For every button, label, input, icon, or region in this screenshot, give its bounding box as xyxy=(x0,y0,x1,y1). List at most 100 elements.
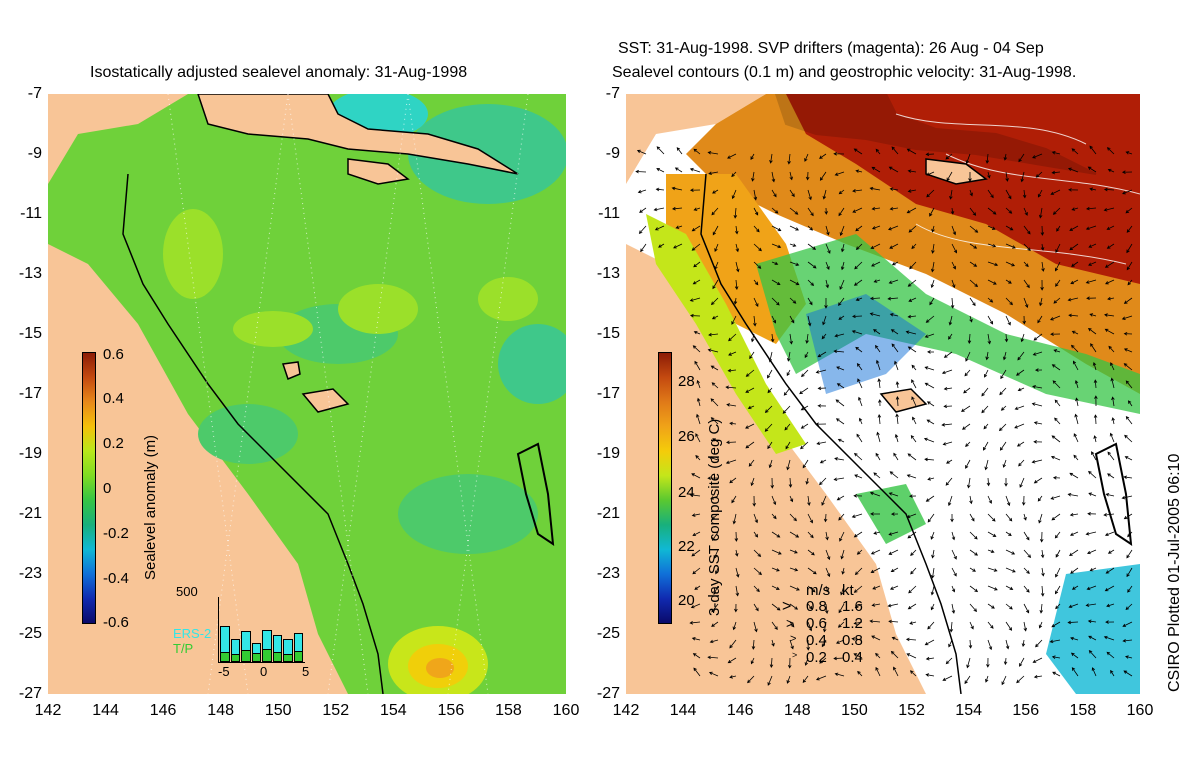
velocity-arrow xyxy=(909,670,917,677)
velocity-arrow xyxy=(983,423,989,430)
velocity-arrow xyxy=(839,279,845,290)
velocity-arrow xyxy=(969,189,973,197)
velocity-arrow xyxy=(1023,531,1030,541)
velocity-arrow xyxy=(1105,493,1115,497)
velocity-arrow xyxy=(887,296,899,301)
velocity-arrow xyxy=(969,531,978,540)
velocity-arrow xyxy=(1023,243,1031,252)
velocity-arrow xyxy=(853,452,863,461)
velocity-arrow xyxy=(1067,492,1079,497)
velocity-arrow xyxy=(1054,261,1061,272)
velocity-arrow xyxy=(987,603,995,609)
velocity-arrow xyxy=(969,243,978,249)
velocity-arrow xyxy=(877,414,882,425)
velocity-arrow xyxy=(1106,147,1115,155)
velocity-arrow xyxy=(753,513,759,524)
velocity-arrow xyxy=(833,349,845,354)
velocity-arrow xyxy=(1040,279,1044,291)
velocity-arrow xyxy=(1050,189,1061,195)
velocity-arrow xyxy=(987,585,998,591)
x-tick-label: 142 xyxy=(34,702,62,719)
velocity-arrow xyxy=(910,549,917,557)
y-tick-label: -9 xyxy=(605,145,620,162)
velocity-arrow xyxy=(1105,567,1115,574)
sealevel-anomaly-field xyxy=(48,94,566,694)
velocity-arrow xyxy=(855,243,863,250)
velocity-arrow xyxy=(711,603,719,613)
velocity-arrow xyxy=(1054,399,1061,407)
velocity-arrow xyxy=(1019,657,1025,667)
velocity-arrow xyxy=(732,621,737,631)
velocity-arrow xyxy=(1038,621,1043,629)
velocity-arrow xyxy=(712,189,719,194)
velocity-arrow xyxy=(1071,667,1079,677)
velocity-arrow xyxy=(1041,261,1045,272)
velocity-arrow xyxy=(929,297,935,306)
velocity-arrow xyxy=(1090,343,1097,353)
velocity-arrow xyxy=(1005,513,1013,522)
velocity-arrow xyxy=(947,495,953,507)
velocity-arrow xyxy=(1088,649,1097,659)
velocity-arrow xyxy=(945,657,953,665)
x-tick-label: 156 xyxy=(437,702,465,719)
velocity-arrow xyxy=(945,477,953,486)
velocity-arrow xyxy=(786,459,791,471)
velocity-arrow xyxy=(1091,451,1097,461)
velocity-arrow xyxy=(964,369,971,377)
velocity-arrow xyxy=(787,153,791,165)
velocity-arrow xyxy=(1106,651,1115,659)
velocity-arrow xyxy=(873,531,881,535)
velocity-arrow xyxy=(825,279,830,289)
inset-ymax-label: 500 xyxy=(176,584,198,599)
velocity-arrow xyxy=(767,387,773,394)
velocity-arrow xyxy=(924,382,935,389)
velocity-arrow xyxy=(707,150,719,155)
velocity-arrow xyxy=(926,171,935,176)
sst-patch xyxy=(856,484,926,544)
x-tick-label: 144 xyxy=(92,702,119,719)
velocity-arrow xyxy=(871,635,881,641)
velocity-arrow xyxy=(676,147,683,155)
velocity-arrow xyxy=(693,207,701,211)
velocity-arrow xyxy=(931,549,935,559)
velocity-arrow xyxy=(1123,297,1133,304)
velocity-arrow xyxy=(1023,207,1028,216)
velocity-arrow xyxy=(823,513,828,523)
velocity-arrow xyxy=(1123,513,1133,520)
velocity-arrow xyxy=(1124,456,1133,461)
velocity-arrow xyxy=(1032,385,1043,389)
velocity-arrow xyxy=(905,330,917,335)
velocity-arrow xyxy=(889,187,899,191)
velocity-arrow xyxy=(639,207,647,213)
velocity-arrow xyxy=(771,639,775,647)
velocity-arrow xyxy=(1093,414,1098,425)
velocity-arrow xyxy=(825,225,830,236)
velocity-arrow xyxy=(1041,567,1045,577)
velocity-arrow xyxy=(789,171,793,181)
velocity-arrow xyxy=(966,657,971,669)
velocity-arrow xyxy=(987,531,997,537)
velocity-arrow xyxy=(909,621,917,625)
velocity-arrow xyxy=(726,440,737,445)
velocity-arrow xyxy=(786,369,791,377)
velocity-arrow xyxy=(768,459,773,469)
sst-field xyxy=(626,94,1140,694)
velocity-arrow xyxy=(853,653,863,659)
velocity-arrow xyxy=(1033,333,1043,341)
velocity-arrow xyxy=(1075,397,1079,407)
velocity-arrow xyxy=(950,297,955,309)
velocity-arrow xyxy=(987,333,992,345)
velocity-arrow xyxy=(893,666,899,677)
sealevel-anomaly-map: 500 ERS-2 T/P -5 0 5 xyxy=(48,94,566,694)
velocity-arrow xyxy=(825,585,829,593)
velocity-arrow xyxy=(907,279,917,287)
velocity-arrow xyxy=(800,441,809,450)
velocity-arrow xyxy=(925,315,935,323)
velocity-arrow xyxy=(836,366,845,371)
velocity-arrow xyxy=(1093,379,1098,389)
velocity-arrow xyxy=(910,435,917,443)
y-tick-label: -21 xyxy=(18,505,42,522)
velocity-arrow xyxy=(771,495,777,506)
velocity-arrow xyxy=(965,153,971,165)
velocity-arrow xyxy=(710,365,719,371)
